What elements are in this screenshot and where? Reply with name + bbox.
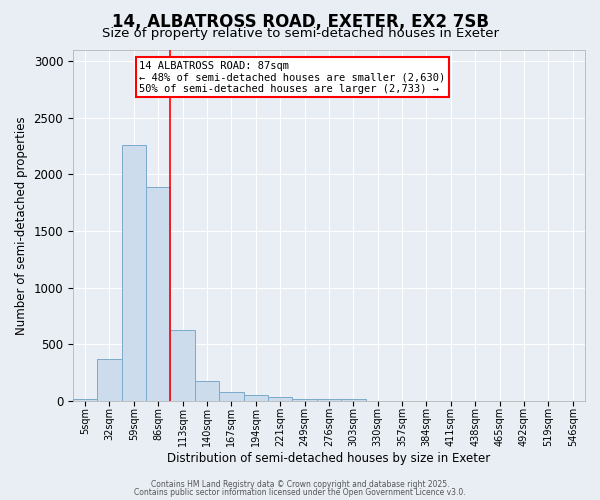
Text: 14 ALBATROSS ROAD: 87sqm
← 48% of semi-detached houses are smaller (2,630)
50% o: 14 ALBATROSS ROAD: 87sqm ← 48% of semi-d… <box>139 60 446 94</box>
Bar <box>146 187 170 401</box>
Bar <box>292 398 317 401</box>
Text: Contains HM Land Registry data © Crown copyright and database right 2025.: Contains HM Land Registry data © Crown c… <box>151 480 449 489</box>
Text: Size of property relative to semi-detached houses in Exeter: Size of property relative to semi-detach… <box>101 28 499 40</box>
Bar <box>122 145 146 401</box>
Bar <box>219 392 244 401</box>
Y-axis label: Number of semi-detached properties: Number of semi-detached properties <box>15 116 28 334</box>
Bar <box>317 399 341 401</box>
X-axis label: Distribution of semi-detached houses by size in Exeter: Distribution of semi-detached houses by … <box>167 452 491 465</box>
Bar <box>97 359 122 401</box>
Bar <box>73 398 97 401</box>
Bar <box>195 381 219 401</box>
Bar <box>170 330 195 401</box>
Bar <box>268 397 292 401</box>
Bar <box>244 395 268 401</box>
Bar <box>341 398 365 401</box>
Text: Contains public sector information licensed under the Open Government Licence v3: Contains public sector information licen… <box>134 488 466 497</box>
Text: 14, ALBATROSS ROAD, EXETER, EX2 7SB: 14, ALBATROSS ROAD, EXETER, EX2 7SB <box>112 12 488 30</box>
